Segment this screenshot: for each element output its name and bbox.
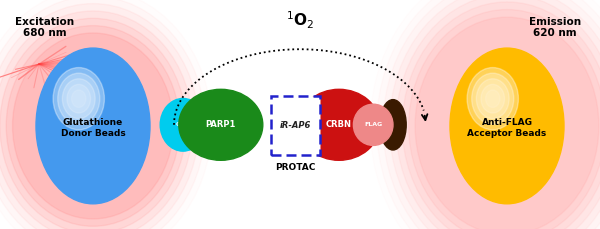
- Ellipse shape: [62, 79, 95, 119]
- Text: Anti-FLAG
Acceptor Beads: Anti-FLAG Acceptor Beads: [467, 118, 547, 138]
- Ellipse shape: [6, 26, 180, 226]
- Text: CRBN: CRBN: [326, 120, 352, 129]
- Ellipse shape: [0, 18, 186, 229]
- Ellipse shape: [409, 10, 600, 229]
- Text: PROTAC: PROTAC: [275, 163, 316, 172]
- Text: Glutathione
Donor Beads: Glutathione Donor Beads: [61, 118, 125, 138]
- Ellipse shape: [0, 11, 193, 229]
- Text: $^1$O$_2$: $^1$O$_2$: [286, 9, 314, 30]
- Ellipse shape: [179, 89, 263, 160]
- Ellipse shape: [396, 0, 600, 229]
- Text: PARP1: PARP1: [206, 120, 236, 129]
- Text: iR-AP6: iR-AP6: [280, 121, 311, 130]
- Ellipse shape: [415, 17, 599, 229]
- Ellipse shape: [389, 0, 600, 229]
- Ellipse shape: [13, 33, 173, 219]
- Text: Excitation
680 nm: Excitation 680 nm: [16, 17, 74, 38]
- Ellipse shape: [0, 4, 199, 229]
- Text: GST: GST: [176, 122, 190, 127]
- Ellipse shape: [380, 100, 406, 150]
- Ellipse shape: [476, 79, 509, 119]
- Ellipse shape: [58, 73, 100, 124]
- Ellipse shape: [53, 68, 104, 130]
- Ellipse shape: [450, 48, 564, 204]
- Ellipse shape: [467, 68, 518, 130]
- Ellipse shape: [298, 89, 380, 160]
- Ellipse shape: [485, 90, 500, 107]
- Ellipse shape: [472, 73, 514, 124]
- Ellipse shape: [36, 48, 150, 204]
- Text: Emission
620 nm: Emission 620 nm: [529, 17, 581, 38]
- Text: FLAG: FLAG: [364, 122, 382, 127]
- Ellipse shape: [481, 84, 505, 113]
- Ellipse shape: [353, 104, 393, 145]
- Ellipse shape: [67, 84, 91, 113]
- Ellipse shape: [402, 2, 600, 229]
- FancyBboxPatch shape: [271, 96, 320, 155]
- Ellipse shape: [71, 90, 86, 107]
- Ellipse shape: [160, 98, 206, 151]
